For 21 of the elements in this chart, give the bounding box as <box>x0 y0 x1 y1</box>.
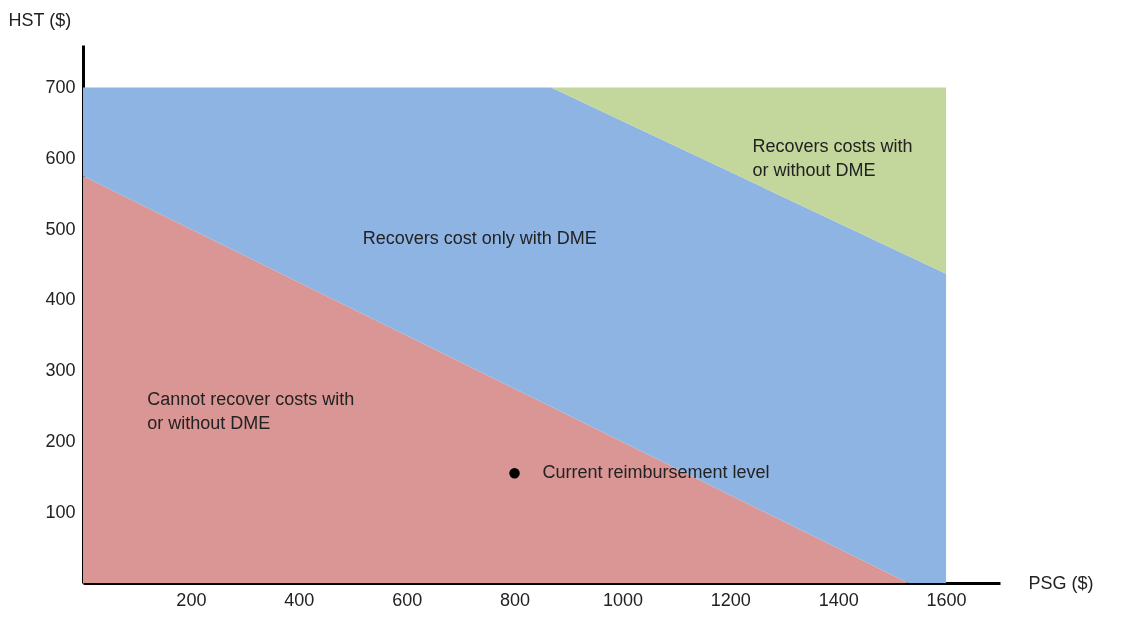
series-label: Recovers costs with or without DME <box>752 136 913 181</box>
x-tick-label: 1600 <box>926 589 967 610</box>
y-tick-label: 400 <box>45 289 76 310</box>
y-axis-title: HST ($) <box>8 9 72 30</box>
x-tick-label: 1400 <box>818 589 859 610</box>
x-tick-label: 1000 <box>602 589 643 610</box>
y-tick-label: 200 <box>45 430 76 451</box>
series-label: Cannot recover costs with or without DME <box>147 389 355 434</box>
x-tick-label: 800 <box>500 589 531 610</box>
y-tick-label: 500 <box>45 218 76 239</box>
x-tick-label: 400 <box>284 589 315 610</box>
y-tick-label: 100 <box>45 501 76 522</box>
series-label: Recovers cost only with DME <box>362 227 597 248</box>
annotation: Current reimbursement level <box>542 462 770 483</box>
y-tick-label: 700 <box>45 76 76 97</box>
y-tick-label: 600 <box>45 147 76 168</box>
x-axis-title: PSG ($) <box>1028 572 1094 593</box>
y-tick-label: 300 <box>45 360 76 381</box>
x-tick-label: 200 <box>176 589 207 610</box>
x-tick-label: 600 <box>392 589 423 610</box>
x-tick-label: 1200 <box>710 589 751 610</box>
